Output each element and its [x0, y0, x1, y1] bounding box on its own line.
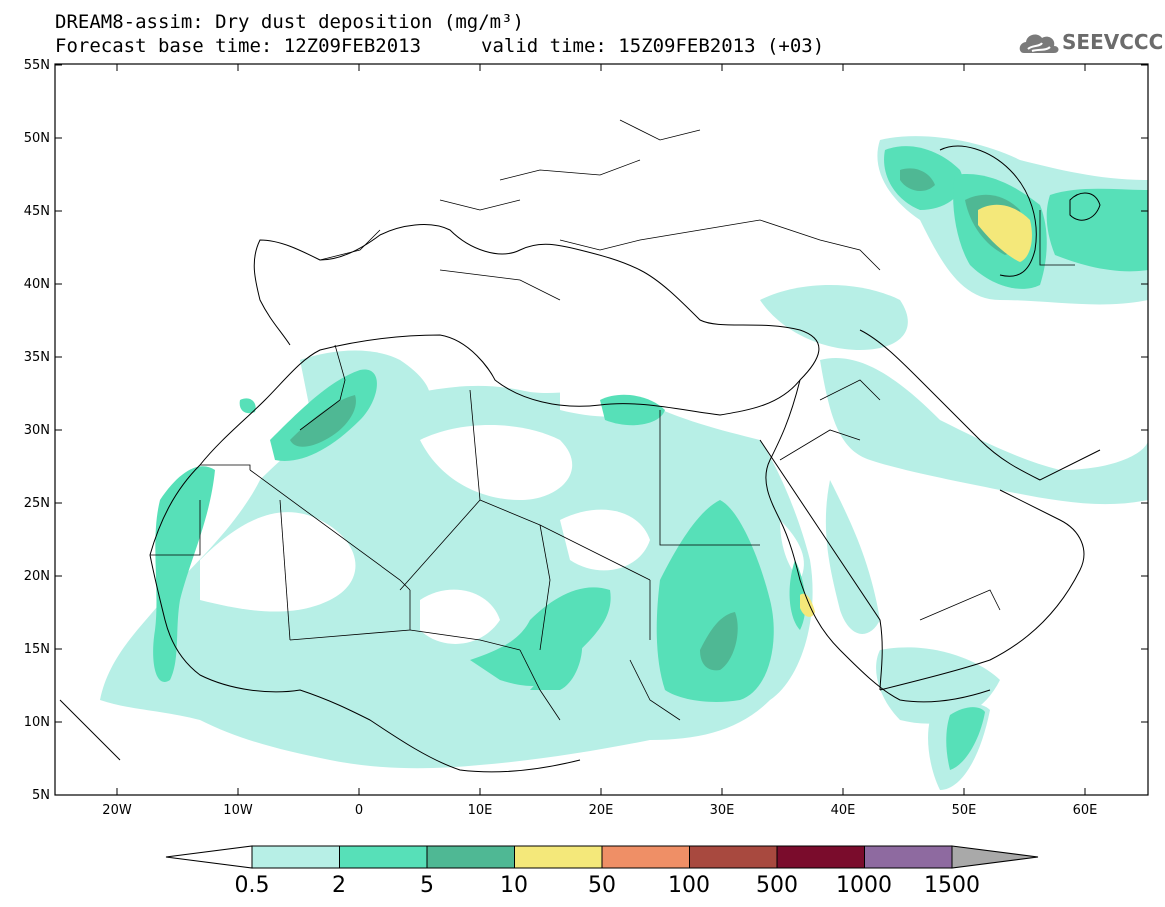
colorbar-label: 50	[588, 873, 616, 898]
lat-label: 15N	[24, 642, 50, 657]
lat-label: 5N	[32, 788, 50, 803]
lon-label: 20W	[102, 803, 132, 818]
lon-label: 20E	[589, 803, 614, 818]
lat-label: 50N	[24, 131, 50, 146]
lat-label: 30N	[24, 423, 50, 438]
latitude-axis: 55N 50N 45N 40N 35N 30N 25N 20N 15N 10N …	[24, 58, 50, 803]
colorbar-label: 1000	[836, 873, 892, 898]
colorbar-box	[601, 845, 690, 869]
lon-label: 60E	[1073, 803, 1098, 818]
colorbar-label: 2	[332, 873, 346, 898]
deposition-10-layer	[800, 204, 1032, 617]
colorbar-box	[339, 845, 428, 869]
colorbar-box	[251, 845, 340, 869]
lon-label: 50E	[952, 803, 977, 818]
lat-label: 25N	[24, 496, 50, 511]
lon-label: 10W	[223, 803, 253, 818]
colorbar-box	[426, 845, 515, 869]
chart-title: DREAM8-assim: Dry dust deposition (mg/m³…	[55, 11, 524, 33]
colorbar-label: 10	[500, 873, 528, 898]
colorbar-label: 100	[668, 873, 710, 898]
colorbar-under-arrow	[165, 845, 253, 869]
colorbar-box	[689, 845, 778, 869]
country-borders	[150, 119, 1075, 721]
longitude-axis: 20W 10W 0 10E 20E 30E 40E 50E 60E	[102, 803, 1097, 818]
lon-label: 10E	[468, 803, 493, 818]
lon-label: 30E	[710, 803, 735, 818]
lat-label: 45N	[24, 204, 50, 219]
logo-text: SEEVCCC	[1062, 30, 1164, 54]
lon-label: 0	[355, 803, 363, 818]
axis-ticks	[55, 64, 1148, 796]
colorbar-label: 5	[420, 873, 434, 898]
lat-label: 55N	[24, 58, 50, 73]
colorbar-label: 1500	[924, 873, 980, 898]
colorbar: 0.5 2 5 10 50 100 500 1000 1500	[165, 845, 1039, 898]
colorbar-box	[514, 845, 603, 869]
lat-label: 40N	[24, 277, 50, 292]
colorbar-boxes	[251, 845, 953, 869]
colorbar-box	[864, 845, 953, 869]
valid-time: valid time: 15Z09FEB2013 (+03)	[481, 35, 825, 57]
colorbar-label: 0.5	[235, 873, 270, 898]
colorbar-over-arrow	[951, 845, 1039, 869]
colorbar-label: 500	[756, 873, 798, 898]
lat-label: 35N	[24, 350, 50, 365]
clear-patches	[200, 376, 804, 644]
colorbar-box	[776, 845, 865, 869]
lon-label: 40E	[831, 803, 856, 818]
forecast-base-time: Forecast base time: 12Z09FEB2013	[55, 35, 422, 57]
cloud-logo-icon	[1019, 34, 1059, 53]
lat-label: 10N	[24, 715, 50, 730]
lat-label: 20N	[24, 569, 50, 584]
map-area	[54, 63, 1149, 796]
